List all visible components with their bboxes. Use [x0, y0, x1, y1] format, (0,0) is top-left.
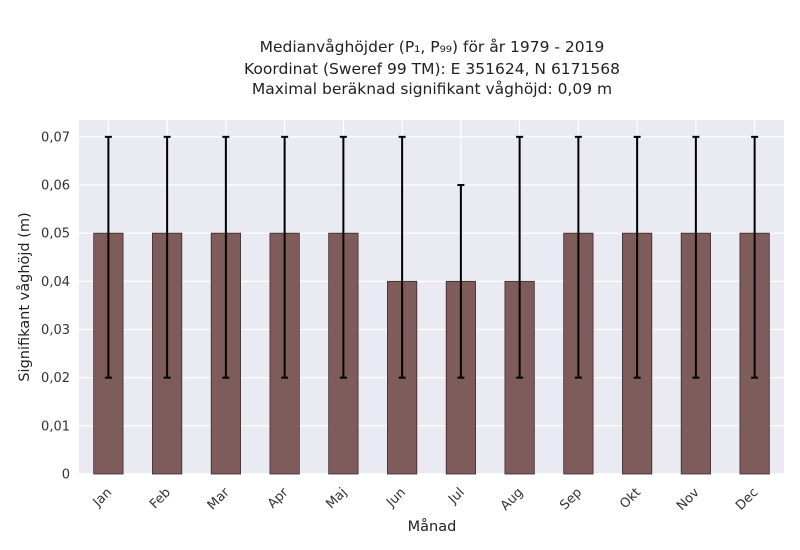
error-bars [104, 135, 759, 379]
x-tick-label: Dec [733, 485, 761, 513]
y-tick-label: 0,04 [41, 275, 70, 290]
error-bar-jan [104, 135, 112, 379]
error-bar-mar [222, 135, 230, 379]
x-tick-label: Sep [557, 485, 585, 513]
x-tick-label: Nov [674, 485, 703, 514]
x-tick-label: Apr [265, 485, 292, 512]
y-tick-label: 0 [62, 468, 70, 483]
y-axis-label: Signifikant våghöjd (m) [16, 212, 33, 381]
x-tick-label: Mar [205, 485, 233, 513]
error-bar-sep [574, 135, 582, 379]
x-tick-label: Feb [147, 485, 174, 512]
error-bar-jun [398, 135, 406, 379]
x-tick-label: Aug [498, 485, 527, 514]
error-bar-nov [692, 135, 700, 379]
chart-title: Medianvåghöjder (P₁, P₉₉) för år 1979 - … [244, 38, 620, 98]
y-tick-label: 0,03 [41, 323, 70, 338]
x-tick-label: Jan [90, 485, 115, 510]
error-bar-dec [751, 135, 759, 379]
y-tick-label: 0,02 [41, 371, 70, 386]
chart-title-line-3: Maximal beräknad signifikant våghöjd: 0,… [252, 80, 612, 98]
y-tick-label: 0,06 [41, 179, 70, 194]
x-axis-label: Månad [408, 518, 457, 535]
error-bar-aug [516, 135, 524, 379]
x-tick-label: Jul [445, 485, 467, 507]
x-tick-label: Maj [323, 485, 350, 512]
y-tick-label: 0,07 [41, 130, 70, 145]
x-axis-ticks: Jan Feb Mar Apr Maj Jun Jul Aug Sep Okt Nov Dec [90, 485, 762, 514]
y-axis-ticks: 0 0,01 0,02 0,03 0,04 0,05 0,06 0,07 [41, 130, 70, 482]
error-bar-okt [633, 135, 641, 379]
error-bar-feb [163, 135, 171, 379]
error-bar-jul [457, 184, 465, 379]
error-bar-apr [281, 135, 289, 379]
y-tick-label: 0,05 [41, 227, 70, 242]
x-tick-label: Okt [617, 485, 644, 512]
plot-area [79, 120, 784, 474]
chart-title-line-2: Koordinat (Sweref 99 TM): E 351624, N 61… [244, 60, 620, 78]
x-tick-label: Jun [383, 485, 409, 511]
error-bar-maj [339, 135, 347, 379]
chart-title-line-1: Medianvåghöjder (P₁, P₉₉) för år 1979 - … [260, 38, 605, 56]
y-tick-label: 0,01 [41, 419, 70, 434]
